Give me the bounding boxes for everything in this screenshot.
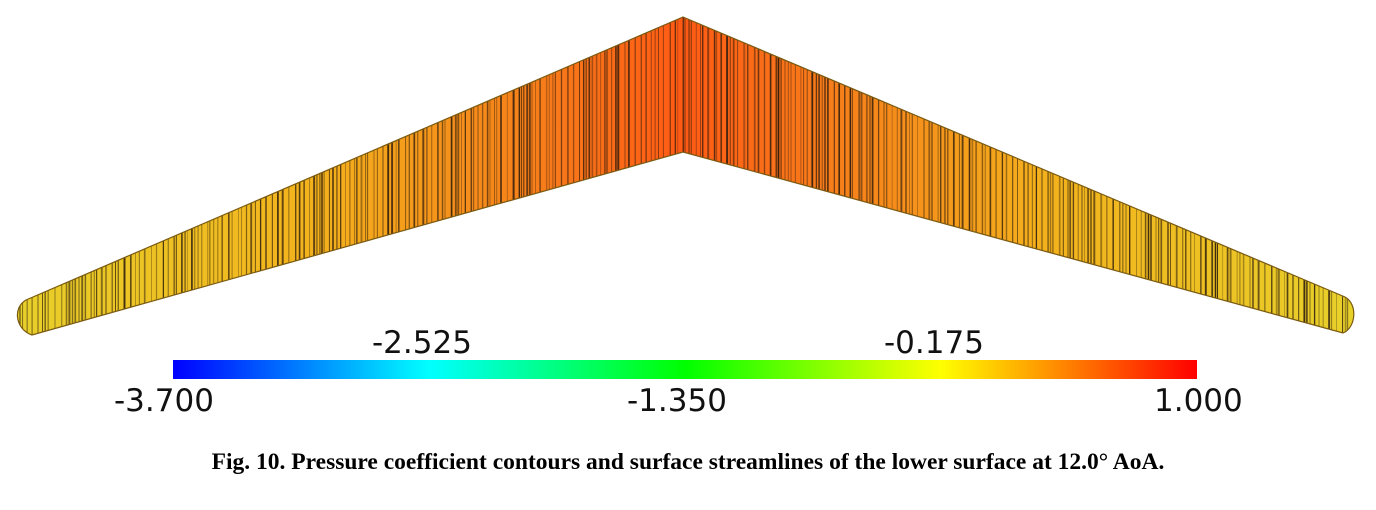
colorbar-tick-bottom-min: -3.700 <box>114 383 214 419</box>
colorbar-tick-top-1: -2.525 <box>372 325 472 361</box>
wing-outline <box>16 16 1355 336</box>
colorbar <box>173 360 1197 379</box>
colorbar-tick-bottom-mid: -1.350 <box>627 383 727 419</box>
colorbar-tick-bottom-max: 1.000 <box>1154 383 1243 419</box>
surface-streamlines <box>19 17 1349 335</box>
wing-lower-surface <box>16 16 1355 336</box>
colorbar-tick-top-2: -0.175 <box>884 325 984 361</box>
wing-figure <box>16 16 1355 379</box>
figure-caption: Fig. 10. Pressure coefficient contours a… <box>211 449 1165 475</box>
